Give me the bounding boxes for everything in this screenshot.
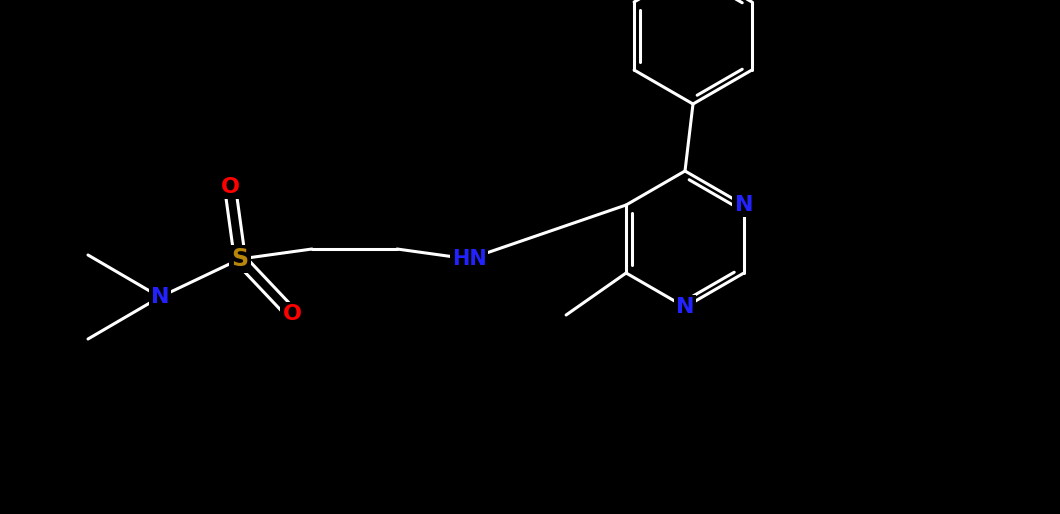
Text: N: N [676, 297, 694, 317]
Text: S: S [231, 247, 248, 271]
Text: N: N [735, 195, 754, 215]
Text: HN: HN [452, 249, 487, 269]
Text: O: O [283, 304, 301, 324]
Text: N: N [151, 287, 170, 307]
Text: O: O [220, 177, 240, 197]
